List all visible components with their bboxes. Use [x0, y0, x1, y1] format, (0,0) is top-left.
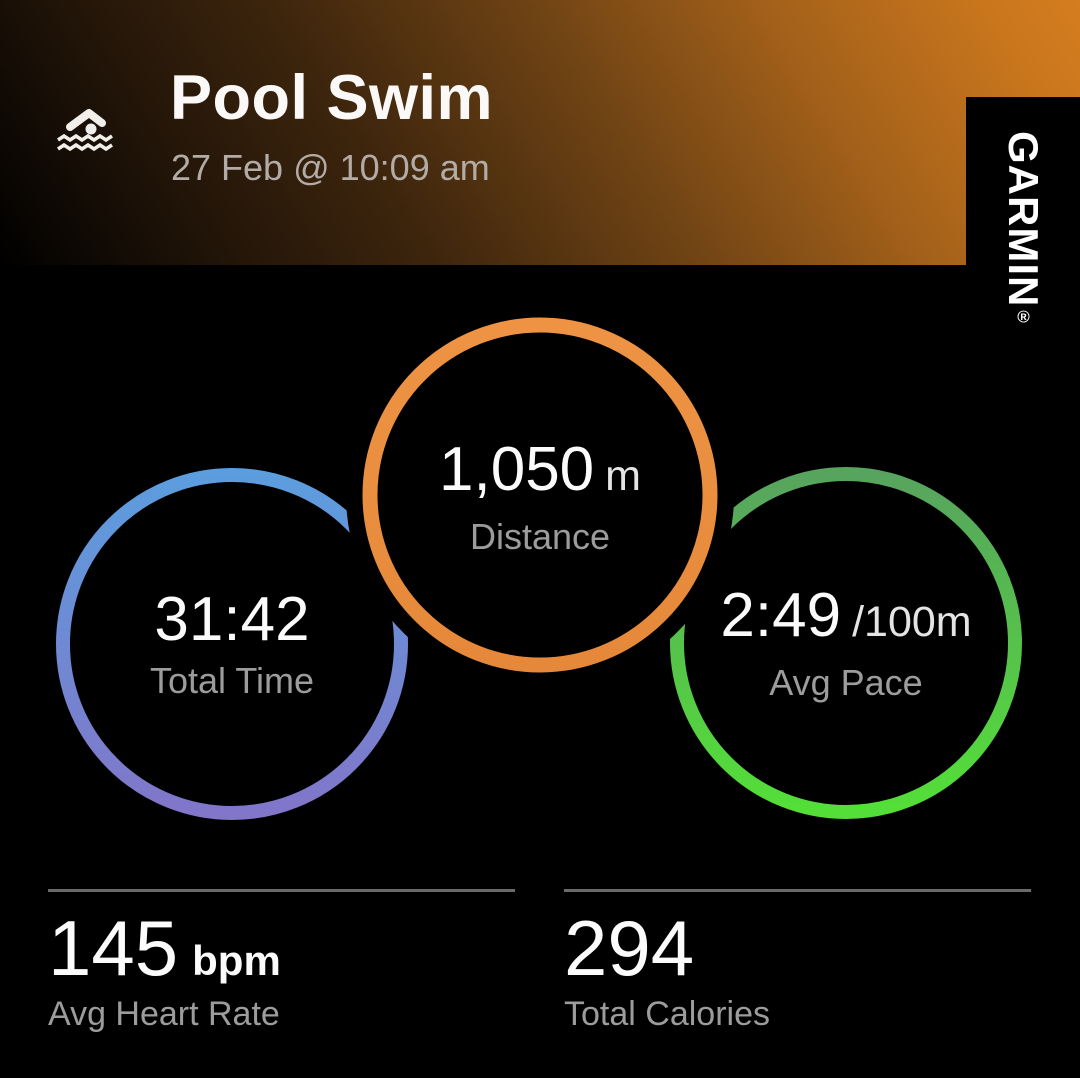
total-time-ring-fill: [56, 468, 408, 820]
metric-label: Distance: [469, 516, 611, 557]
metric-label: Avg Pace: [769, 662, 923, 703]
stat-value: 145: [48, 904, 179, 992]
stat-value-row: 145 bpm: [48, 906, 515, 990]
header-gradient: [0, 0, 1080, 265]
swimmer-arm: [66, 109, 106, 131]
avg-pace-ring: [670, 467, 1022, 819]
stat-label: Total Calories: [564, 995, 770, 1033]
total-time-metric: 31:42 Total Time: [52, 587, 412, 701]
metric-value: 1,050: [439, 435, 595, 504]
distance-ring-halo: [346, 301, 734, 689]
metric-label: Total Time: [149, 660, 315, 701]
registered-mark: ®: [1014, 307, 1033, 327]
metric-unit: m: [605, 452, 641, 500]
avg-heart-rate-stat: 145 bpm Avg Heart Rate: [48, 889, 515, 1034]
total-time-ring: [56, 468, 408, 820]
distance-metric: 1,050 m Distance: [360, 437, 720, 557]
wave-line: [57, 133, 113, 143]
brand-block: GARMIN®: [966, 97, 1080, 602]
stat-unit: bpm: [192, 937, 281, 984]
metric-value: 31:42: [154, 585, 310, 654]
metric-value-row: 2:49 /100m: [666, 583, 1026, 655]
distance-ring: [362, 317, 718, 673]
stat-value: 294: [564, 904, 695, 992]
avg-pace-metric: 2:49 /100m Avg Pace: [666, 583, 1026, 703]
metric-value-row: 1,050 m: [360, 437, 720, 509]
brand-wordmark: GARMIN®: [1000, 131, 1047, 602]
total-calories-stat: 294 Total Calories: [564, 889, 1031, 1034]
page-title: Pool Swim: [170, 63, 494, 133]
stat-label: Avg Heart Rate: [48, 995, 280, 1033]
wave-line: [57, 142, 113, 152]
swimmer-head: [85, 123, 97, 135]
avg-pace-ring-fill: [670, 467, 1022, 819]
activity-datetime: 27 Feb @ 10:09 am: [171, 147, 490, 188]
brand-text: GARMIN: [1000, 131, 1047, 308]
metric-value-row: 31:42: [52, 587, 412, 653]
metric-value: 2:49: [720, 581, 842, 650]
stat-value-row: 294: [564, 906, 1031, 990]
swimmer-icon: [57, 109, 113, 152]
metric-unit: /100m: [852, 598, 972, 646]
